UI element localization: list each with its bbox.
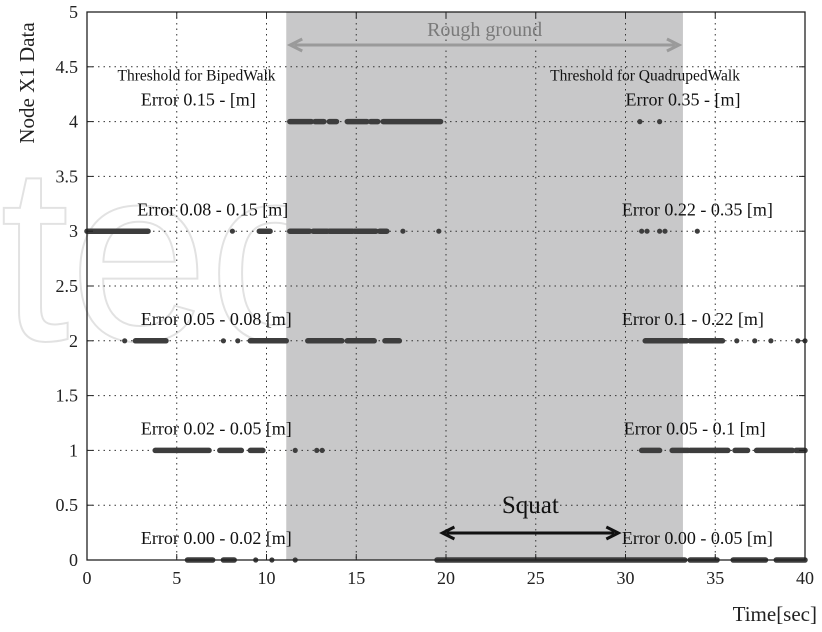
y-tick-label: 1 [69,440,78,460]
level-label: Error 0.05 - 0.08 [m] [141,309,292,329]
y-tick-label: 0.5 [56,495,79,515]
data-point [319,447,325,453]
data-point [657,119,663,125]
x-tick-label: 40 [796,568,814,588]
level-label: Error 0.1 - 0.22 [m] [622,309,764,329]
arrow-head-left [439,525,456,541]
level-label: Error 0.00 - 0.05 [m] [622,528,773,548]
data-point [657,228,663,234]
level-label: Error 0.05 - 0.1 [m] [624,418,766,438]
data-point [436,228,442,234]
arrow-head-right [666,37,683,53]
data-series [122,338,808,344]
data-point [768,338,774,344]
data-point [637,119,643,125]
x-tick-label: 5 [172,568,181,588]
grid [87,12,805,560]
data-point [220,338,227,344]
y-tick-label: 2.5 [56,276,79,296]
x-tick-label: 20 [437,568,455,588]
arrow-head-right [605,525,622,541]
data-point [795,338,801,344]
y-tick-label: 0 [69,550,78,570]
y-axis-label: Node X1 Data [15,22,39,144]
data-point [694,228,700,234]
data-point [122,338,128,344]
x-tick-label: 35 [706,568,724,588]
x-axis-label: Time[sec] [733,602,817,626]
x-tick-label: 0 [83,568,92,588]
level-label: Error 0.08 - 0.15 [m] [137,199,288,219]
squat-arrow [439,525,622,541]
rough-ground-arrow [286,37,683,53]
level-label: Error 0.22 - 0.35 [m] [622,199,773,219]
x-tick-label: 25 [527,568,545,588]
data-point [734,338,740,344]
data-point [400,228,406,234]
threshold-title: Threshold for QuadrupedWalk [550,68,740,85]
level-label: Error 0.02 - 0.05 [m] [141,418,292,438]
y-tick-label: 3 [69,221,78,241]
data-point [662,228,668,234]
level-label: Error 0.00 - 0.02 [m] [141,528,292,548]
y-tick-label: 3.5 [56,166,79,186]
data-point [292,447,298,453]
data-series [84,228,700,234]
level-label: Error 0.15 - [m] [141,90,256,110]
data-point [229,228,235,234]
x-tick-label: 15 [347,568,365,588]
data-point [644,228,650,234]
ticks: 0 0.5 1 1.5 2 2.5 3 3.5 4 4.5 5 0 5 10 15 20 25 30 35 40 [56,2,815,588]
y-tick-label: 4.5 [56,57,79,77]
data-point [752,338,758,344]
data-point [314,447,320,453]
data-point [235,338,241,344]
x-tick-label: 10 [258,568,276,588]
data-point [639,228,645,234]
level-label: Error 0.35 - [m] [626,90,741,110]
annotations: Rough ground Squat Threshold for BipedWalk… [118,19,773,548]
threshold-title: Threshold for BipedWalk [118,68,276,85]
y-tick-label: 4 [69,112,78,132]
y-tick-label: 5 [69,2,78,22]
y-tick-label: 1.5 [56,386,79,406]
data-series [287,118,663,125]
arrow-head-left [286,37,303,53]
y-tick-label: 2 [69,331,78,351]
squat-label: Squat [502,492,559,519]
rough-ground-label: Rough ground [427,19,542,41]
x-tick-label: 30 [617,568,635,588]
